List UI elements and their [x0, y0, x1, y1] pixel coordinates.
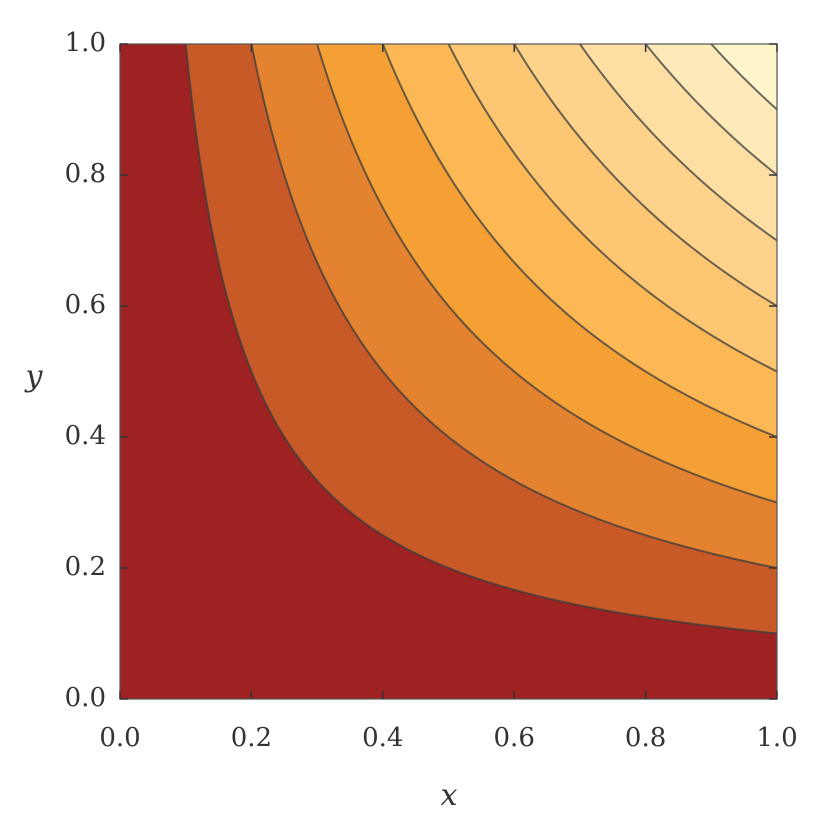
x-axis-label: x [441, 778, 458, 813]
contour-line [710, 43, 778, 111]
contour-line [447, 43, 778, 373]
frame [119, 43, 778, 700]
plot-area [120, 43, 778, 699]
contour-line [644, 43, 778, 176]
x-tick-label: 0.0 [99, 723, 140, 753]
y-tick-label: 0.4 [65, 421, 106, 451]
x-tick-label: 0.8 [625, 723, 666, 753]
x-tick-label: 1.0 [756, 723, 797, 753]
x-tick-label: 0.4 [362, 723, 403, 753]
contour-line [579, 43, 778, 242]
contour-line [250, 43, 778, 569]
y-tick-label: 0.6 [65, 290, 106, 320]
contour-line [513, 43, 778, 307]
y-tick-label: 0.2 [65, 552, 106, 582]
y-tick-label: 0.0 [65, 683, 106, 713]
contour-line [184, 43, 778, 635]
contour-line [381, 43, 778, 438]
y-axis-label: y [24, 359, 44, 394]
x-tick-label: 0.6 [494, 723, 535, 753]
y-tick-label: 1.0 [65, 28, 106, 58]
y-tick-label: 0.8 [65, 159, 106, 189]
x-tick-label: 0.2 [231, 723, 272, 753]
contour-line [316, 43, 778, 504]
